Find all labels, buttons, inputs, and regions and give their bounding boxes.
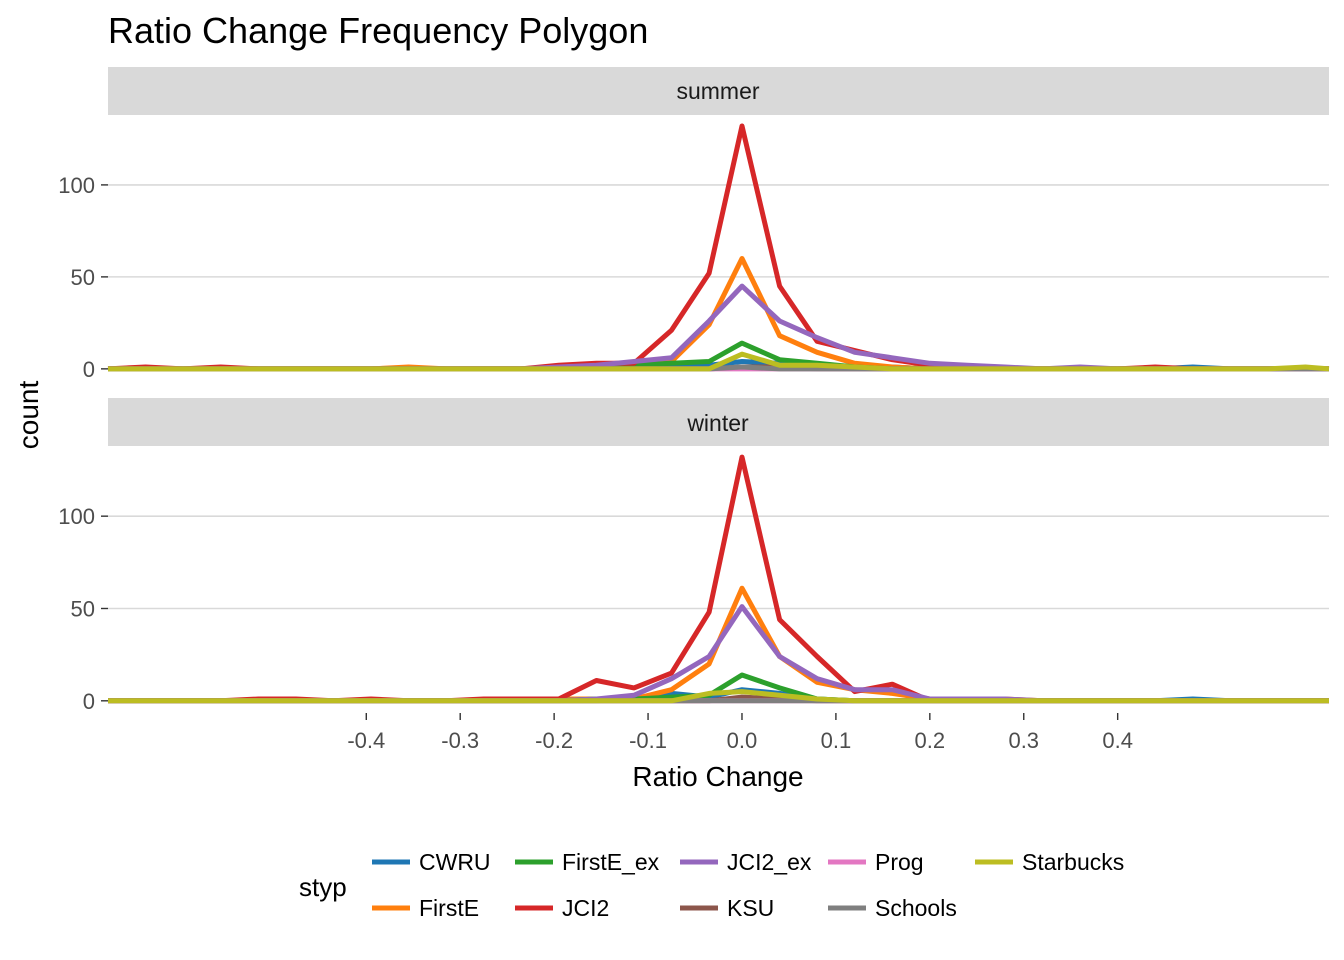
- gridlines-winter: [108, 515, 1329, 702]
- series-winter-Starbucks: [108, 689, 1329, 704]
- y-tick-label-winter-0: 0: [83, 689, 95, 714]
- y-axis-title: count: [13, 381, 44, 450]
- legend-label-Starbucks: Starbucks: [1022, 849, 1124, 875]
- x-axis-title: Ratio Change: [632, 761, 803, 792]
- x-tick-label-0.4: 0.4: [1102, 728, 1133, 753]
- x-axis: -0.4 -0.3 -0.2 -0.1 0.0 0.1 0.2 0.3 0.4: [347, 713, 1133, 753]
- x-tick-label-0.2: 0.2: [915, 728, 946, 753]
- x-tick-label-0.0: 0.0: [727, 728, 758, 753]
- legend: styp CWRU FirstE FirstE_ex JCI2 JCI2_ex KSU Pr…: [299, 849, 1124, 921]
- series-winter-JCI2: [108, 454, 1329, 704]
- strip-winter: [108, 398, 1329, 446]
- x-tick-label--0.3: -0.3: [441, 728, 479, 753]
- x-tick-label-0.1: 0.1: [821, 728, 852, 753]
- legend-label-FirstE: FirstE: [419, 895, 479, 921]
- legend-label-CWRU: CWRU: [419, 849, 491, 875]
- y-tick-label-winter-100: 100: [58, 504, 95, 529]
- legend-label-JCI2_ex: JCI2_ex: [727, 849, 812, 875]
- series-summer-JCI2: [107, 123, 1329, 372]
- strip-label-winter: winter: [686, 410, 749, 436]
- x-tick-label--0.4: -0.4: [347, 728, 385, 753]
- strip-summer: [108, 67, 1329, 115]
- legend-label-Prog: Prog: [875, 849, 924, 875]
- series-summer: [107, 123, 1330, 372]
- panel-summer: summer 0 50 100: [58, 67, 1330, 382]
- y-tick-label-summer-50: 50: [71, 265, 95, 290]
- y-axis-winter: 0 50 100: [58, 504, 108, 714]
- x-tick-label--0.1: -0.1: [629, 728, 667, 753]
- y-tick-label-summer-100: 100: [58, 173, 95, 198]
- x-tick-label-0.3: 0.3: [1008, 728, 1039, 753]
- gridlines-summer: [108, 184, 1329, 370]
- chart-title: Ratio Change Frequency Polygon: [108, 10, 648, 51]
- strip-label-summer: summer: [676, 78, 759, 104]
- legend-label-KSU: KSU: [727, 895, 774, 921]
- legend-title: styp: [299, 872, 347, 902]
- x-tick-label--0.2: -0.2: [535, 728, 573, 753]
- legend-label-JCI2: JCI2: [562, 895, 609, 921]
- panel-winter: winter 0 50 100: [58, 398, 1329, 714]
- legend-label-FirstE_ex: FirstE_ex: [562, 849, 660, 875]
- y-tick-label-winter-50: 50: [71, 596, 95, 621]
- series-summer-Starbucks: [108, 351, 1330, 372]
- y-axis-summer: 0 50 100: [58, 173, 108, 382]
- legend-label-Schools: Schools: [875, 895, 957, 921]
- y-tick-label-summer-0: 0: [83, 357, 95, 382]
- series-winter: [108, 454, 1329, 704]
